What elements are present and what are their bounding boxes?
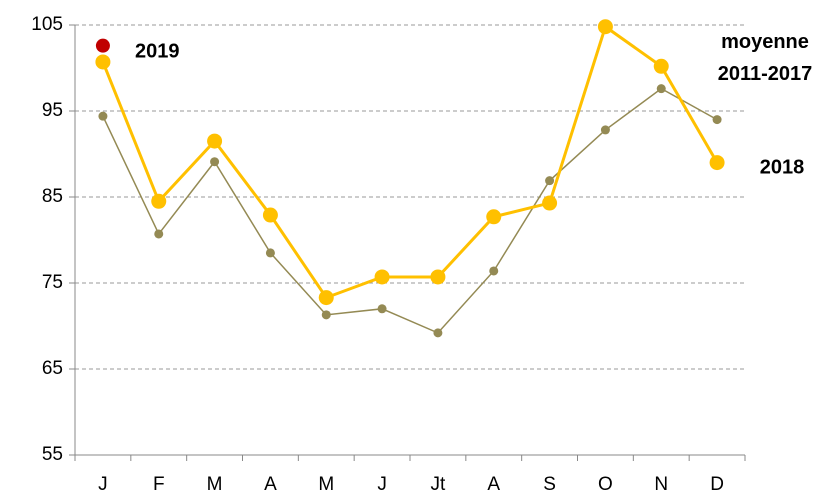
data-point [377,304,387,314]
series-label: 2018 [760,156,805,178]
x-tick-label: O [598,474,613,495]
x-tick-label: F [153,474,165,495]
series-label: moyenne 2011-2017 [718,31,813,85]
y-tick-label: 55 [42,444,63,465]
data-point [430,269,446,285]
y-tick-label: 85 [42,186,63,207]
data-point [486,209,502,225]
x-tick-label: D [710,474,724,495]
data-point [95,38,110,53]
data-point [95,54,111,70]
data-point [154,229,164,239]
data-point [151,193,167,209]
x-tick-label: J [377,474,387,495]
data-point [265,248,275,258]
data-point [597,19,613,35]
data-point [318,290,334,306]
data-point [709,155,725,171]
y-tick-label: 65 [42,358,63,379]
data-point [542,195,558,211]
data-point [262,207,278,223]
data-point [545,176,555,186]
label-line: moyenne [721,31,809,53]
y-tick-label: 75 [42,272,63,293]
label-line: 2011-2017 [718,63,813,85]
y-tick-label: 105 [31,14,63,35]
x-tick-label: J [98,474,108,495]
x-tick-label: N [654,474,668,495]
data-point [712,115,722,125]
data-point [207,133,223,149]
x-tick-label: M [318,474,334,495]
x-tick-label: S [543,474,556,495]
data-point [600,125,610,135]
series-label: 2019 [135,40,180,62]
data-point [210,157,220,167]
data-point [433,328,443,338]
x-tick-label: A [487,474,500,495]
y-tick-label: 95 [42,100,63,121]
data-point [489,266,499,276]
x-tick-label: Jt [431,474,447,495]
x-tick-label: M [207,474,223,495]
x-tick-label: A [264,474,277,495]
data-point [321,310,331,320]
data-point [656,84,666,94]
data-point [98,111,108,121]
series-line [102,87,718,334]
series-line [101,24,719,300]
data-point [653,58,669,74]
data-point [374,269,390,285]
